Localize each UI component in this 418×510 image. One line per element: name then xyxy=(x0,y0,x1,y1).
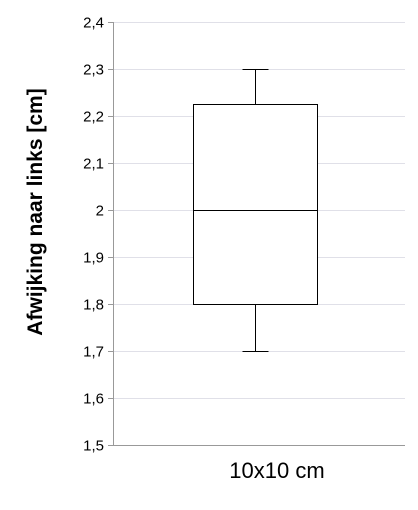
y-tick-label: 1,8 xyxy=(83,297,104,314)
y-axis-title: Afwijking naar links [cm] xyxy=(24,88,47,335)
y-tick-label: 2,2 xyxy=(83,109,104,126)
y-tick-label: 2,1 xyxy=(83,156,104,173)
y-tick-label: 1,7 xyxy=(83,344,104,361)
y-tick-labels: 1,5 1,6 1,7 1,8 1,9 2 2,1 2,2 2,3 2,4 xyxy=(83,15,104,455)
y-tick-label: 2 xyxy=(96,203,104,220)
y-tick-label: 1,5 xyxy=(83,438,104,455)
y-tick-label: 2,4 xyxy=(83,15,104,32)
boxes xyxy=(193,69,318,352)
category-labels: 10x10 cm xyxy=(229,458,324,483)
y-tick-label: 1,9 xyxy=(83,250,104,267)
axes xyxy=(108,22,405,446)
iqr-box xyxy=(193,104,318,305)
y-tick-label: 2,3 xyxy=(83,62,104,79)
category-label: 10x10 cm xyxy=(229,458,324,483)
y-tick-label: 1,6 xyxy=(83,391,104,408)
